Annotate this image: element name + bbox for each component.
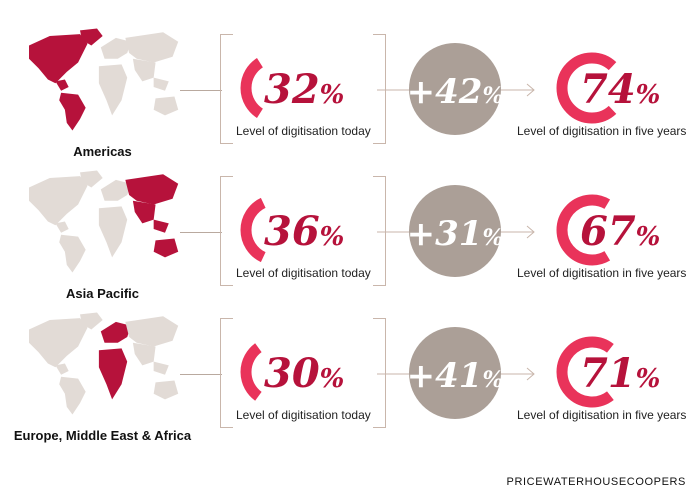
- future-gauge: 71%: [556, 336, 660, 408]
- today-arc: [240, 343, 262, 401]
- world-map-icon: [29, 312, 179, 415]
- today-gauge: 30%: [240, 343, 344, 401]
- increase-circle: +42%: [407, 43, 504, 135]
- today-value: 32%: [264, 66, 344, 113]
- caption-future: Level of digitisation in five years: [517, 266, 687, 280]
- bracket-right: [373, 34, 386, 144]
- connector-line: [180, 374, 222, 375]
- connector-line: [180, 90, 222, 91]
- today-arc: [240, 58, 264, 118]
- region-row: Americas 32% Level of digitisation today +4…: [0, 18, 700, 168]
- region-row: Asia Pacific 36% Level of digitisation tod…: [0, 160, 700, 310]
- future-gauge: 67%: [556, 194, 660, 266]
- today-gauge: 36%: [240, 197, 344, 263]
- today-gauge: 32%: [240, 58, 344, 118]
- world-map-icon: [29, 170, 179, 273]
- increase-circle: +31%: [407, 185, 504, 277]
- increase-circle: +41%: [407, 327, 504, 419]
- bracket-right: [373, 176, 386, 286]
- future-value: 67%: [580, 208, 660, 255]
- bracket-right: [373, 318, 386, 428]
- today-value: 30%: [264, 350, 344, 397]
- region-name: Americas: [73, 144, 132, 159]
- today-value: 36%: [264, 208, 344, 255]
- increase-value: +42%: [407, 72, 504, 112]
- future-gauge: 74%: [556, 52, 660, 124]
- future-arc: [556, 52, 617, 124]
- region-name: Asia Pacific: [66, 286, 139, 301]
- future-arc: [556, 336, 614, 408]
- future-value: 74%: [580, 66, 660, 113]
- caption-today: Level of digitisation today: [236, 408, 371, 422]
- increase-value: +41%: [407, 356, 504, 396]
- source-credit: PRICEWATERHOUSECOOPERS: [506, 476, 686, 488]
- caption-future: Level of digitisation in five years: [517, 124, 687, 138]
- caption-today: Level of digitisation today: [236, 266, 371, 280]
- region-name: Europe, Middle East & Africa: [13, 428, 192, 443]
- increase-value: +31%: [407, 214, 504, 254]
- caption-today: Level of digitisation today: [236, 124, 371, 138]
- bracket-left: [220, 176, 233, 286]
- today-arc: [240, 197, 266, 263]
- caption-future: Level of digitisation in five years: [517, 408, 687, 422]
- bracket-left: [220, 318, 233, 428]
- future-value: 71%: [580, 350, 660, 397]
- world-map-icon: [29, 28, 179, 131]
- future-arc: [556, 194, 611, 266]
- connector-line: [180, 232, 222, 233]
- region-row: Europe, Middle East & Africa 30% Level of …: [0, 302, 700, 452]
- bracket-left: [220, 34, 233, 144]
